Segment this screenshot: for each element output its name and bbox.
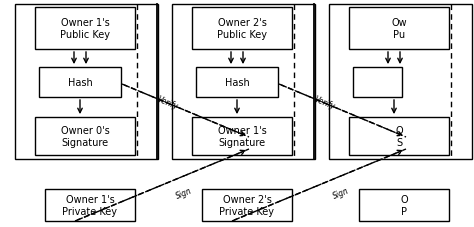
Text: O
S: O S — [395, 126, 403, 147]
Text: Verify: Verify — [155, 95, 179, 111]
Text: Ow
Pu: Ow Pu — [391, 18, 407, 40]
Text: Verify: Verify — [313, 95, 337, 111]
Bar — [353, 68, 402, 98]
Text: Owner 2's
Private Key: Owner 2's Private Key — [219, 194, 274, 216]
Text: Sign: Sign — [331, 186, 350, 200]
Bar — [196, 68, 278, 98]
Bar — [349, 118, 449, 155]
Text: Owner 1's
Signature: Owner 1's Signature — [218, 126, 266, 147]
Text: Owner 0's
Signature: Owner 0's Signature — [61, 126, 109, 147]
Text: Sign: Sign — [174, 186, 193, 200]
Bar — [202, 189, 292, 221]
Text: O
P: O P — [400, 194, 408, 216]
Text: Hash: Hash — [225, 78, 249, 88]
Bar — [35, 8, 135, 50]
Text: Owner 2's
Public Key: Owner 2's Public Key — [217, 18, 267, 40]
Bar — [39, 68, 121, 98]
Bar — [45, 189, 135, 221]
Bar — [192, 118, 292, 155]
Text: Hash: Hash — [68, 78, 92, 88]
Bar — [35, 118, 135, 155]
Bar — [359, 189, 449, 221]
Text: Owner 1's
Private Key: Owner 1's Private Key — [63, 194, 118, 216]
Bar — [349, 8, 449, 50]
Bar — [172, 5, 315, 159]
Bar — [192, 8, 292, 50]
Text: Owner 1's
Public Key: Owner 1's Public Key — [60, 18, 110, 40]
Bar — [15, 5, 158, 159]
Bar — [329, 5, 472, 159]
